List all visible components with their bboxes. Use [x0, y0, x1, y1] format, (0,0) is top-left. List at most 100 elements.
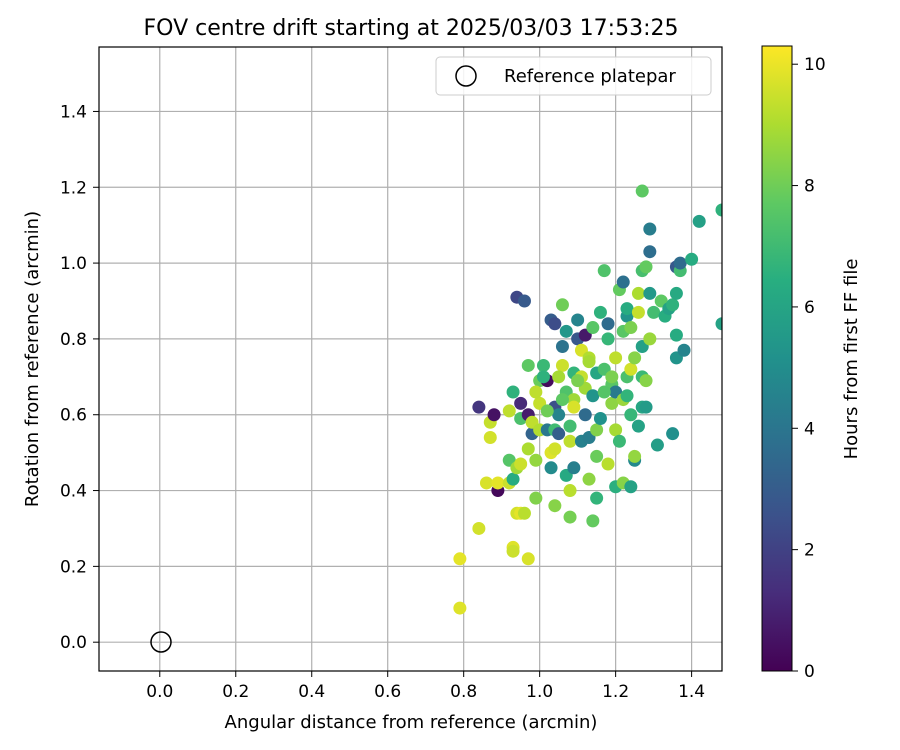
- grid-lines: [99, 47, 722, 671]
- colorbar-tick-label: 10: [804, 55, 826, 75]
- y-tick-label: 0.4: [60, 482, 87, 502]
- data-point: [502, 404, 516, 418]
- data-point: [536, 370, 550, 384]
- data-point: [639, 400, 653, 414]
- y-tick-label: 0.0: [60, 633, 87, 653]
- y-tick-label: 1.4: [60, 102, 87, 122]
- data-point: [529, 491, 543, 505]
- data-point: [715, 317, 722, 331]
- data-point: [601, 332, 615, 346]
- data-point: [555, 298, 569, 312]
- data-point: [563, 434, 577, 448]
- data-point: [548, 442, 562, 456]
- data-point: [609, 423, 623, 437]
- data-point: [624, 480, 638, 494]
- data-point: [552, 370, 566, 384]
- data-point: [631, 286, 645, 300]
- data-point: [609, 351, 623, 365]
- colorbar-tick-label: 8: [804, 177, 815, 197]
- data-point: [628, 449, 642, 463]
- data-point: [483, 430, 497, 444]
- data-point: [669, 328, 683, 342]
- data-point: [555, 393, 569, 407]
- data-point: [601, 457, 615, 471]
- data-point: [612, 434, 626, 448]
- x-tick-label: 1.0: [526, 682, 553, 702]
- data-point: [506, 472, 520, 486]
- data-point: [639, 374, 653, 388]
- legend: Reference platepar: [435, 56, 712, 96]
- data-point: [563, 419, 577, 433]
- x-tick-label: 0.0: [146, 682, 173, 702]
- data-point: [521, 552, 535, 566]
- data-point: [582, 355, 596, 369]
- data-point: [624, 408, 638, 422]
- data-point: [635, 184, 649, 198]
- data-point: [597, 264, 611, 278]
- data-point: [624, 362, 638, 376]
- data-point: [643, 245, 657, 259]
- legend-box: [435, 56, 712, 96]
- data-point: [479, 476, 493, 490]
- y-tick-label: 1.0: [60, 254, 87, 274]
- data-point: [548, 317, 562, 331]
- data-point: [590, 423, 604, 437]
- data-point: [540, 404, 554, 418]
- data-point: [593, 305, 607, 319]
- data-point: [639, 260, 653, 274]
- data-point: [631, 419, 645, 433]
- data-point: [620, 389, 634, 403]
- colorbar-ticks: 0 2 4 6 8 10: [792, 55, 826, 682]
- data-point: [605, 370, 619, 384]
- data-point: [677, 343, 691, 357]
- data-point: [544, 461, 558, 475]
- x-tick-label: 0.8: [450, 682, 477, 702]
- data-point: [643, 286, 657, 300]
- data-point: [597, 385, 611, 399]
- data-point: [586, 389, 600, 403]
- x-tick-label: 1.4: [678, 682, 705, 702]
- x-axis-label: Angular distance from reference (arcmin): [225, 712, 598, 733]
- data-point: [647, 305, 661, 319]
- legend-open-circle-icon: [455, 65, 477, 87]
- data-point: [563, 510, 577, 524]
- data-point: [567, 400, 581, 414]
- data-point: [567, 461, 581, 475]
- data-point: [472, 521, 486, 535]
- data-point: [517, 506, 531, 520]
- data-point: [590, 449, 604, 463]
- data-point: [666, 298, 680, 312]
- data-point: [593, 412, 607, 426]
- y-tick-label: 0.2: [60, 557, 87, 577]
- y-tick-label: 1.2: [60, 178, 87, 198]
- data-point: [548, 499, 562, 513]
- data-point: [453, 601, 467, 615]
- data-point: [521, 442, 535, 456]
- x-axis-ticks: 0.0 0.2 0.4 0.6 0.8 1.0 1.2 1.4: [146, 671, 705, 702]
- colorbar-label: Hours from first FF file: [841, 259, 862, 460]
- colorbar-tick-label: 2: [804, 541, 815, 561]
- data-point: [555, 339, 569, 353]
- y-axis-ticks: 0.0 0.2 0.4 0.6 0.8 1.0 1.2 1.4: [60, 102, 99, 653]
- data-point: [605, 396, 619, 410]
- colorbar-gradient: [761, 45, 793, 672]
- data-point: [643, 332, 657, 346]
- data-points: [453, 184, 722, 615]
- data-point: [666, 427, 680, 441]
- data-point: [643, 222, 657, 236]
- data-point: [692, 214, 706, 228]
- data-point: [590, 491, 604, 505]
- legend-label-reference-platepar: Reference platepar: [504, 66, 676, 87]
- data-point: [601, 317, 615, 331]
- colorbar-tick-label: 0: [804, 662, 815, 682]
- y-tick-label: 0.6: [60, 406, 87, 426]
- x-tick-label: 0.6: [374, 682, 401, 702]
- x-tick-label: 0.2: [222, 682, 249, 702]
- data-point: [453, 552, 467, 566]
- x-tick-label: 0.4: [298, 682, 325, 702]
- data-point: [529, 453, 543, 467]
- data-point: [552, 408, 566, 422]
- data-point: [529, 385, 543, 399]
- data-point: [559, 324, 573, 338]
